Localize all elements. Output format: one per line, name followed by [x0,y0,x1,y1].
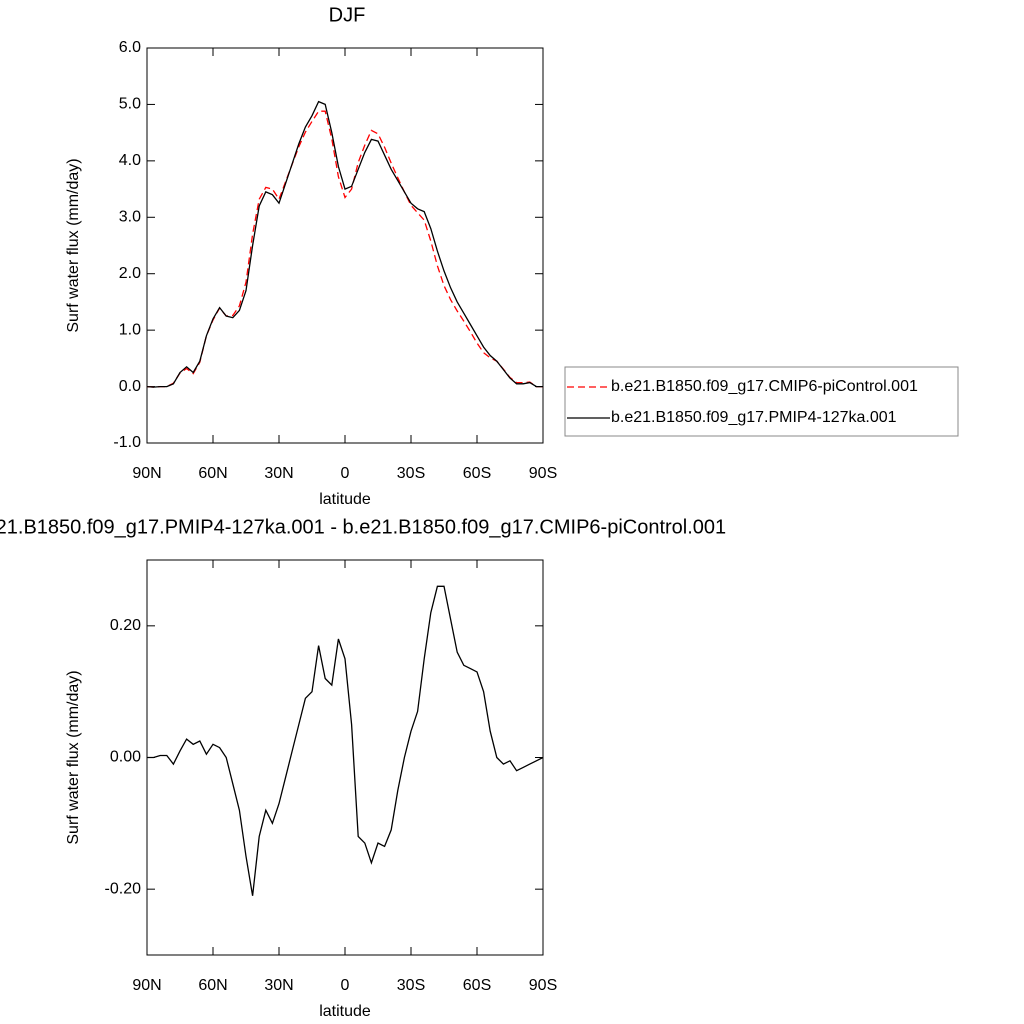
legend-box [564,366,959,437]
y-tick-label: 5.0 [119,96,141,113]
y-axis-label: Surf water flux (mm/day) [65,670,82,844]
y-tick-label: 0.20 [110,617,141,634]
y-axis-label: Surf water flux (mm/day) [65,158,82,332]
y-tick-label: 4.0 [119,152,141,169]
y-tick-label: -1.0 [113,434,141,451]
x-tick-label: 60S [463,977,491,994]
x-axis-label: latitude [319,1003,371,1020]
line [146,110,543,388]
y-tick-label: 3.0 [119,209,141,226]
y-tick-label: 1.0 [119,321,141,338]
y-tick-label: 0.00 [110,749,141,766]
chart-title: b.e21.B1850.f09_g17.PMIP4-127ka.001 - b.… [0,516,726,538]
x-tick-label: 30S [397,977,425,994]
x-tick-label: 30N [264,465,293,482]
x-tick-label: 0 [341,465,350,482]
legend-label: b.e21.B1850.f09_g17.CMIP6-piControl.001 [611,378,918,395]
y-tick-label: 2.0 [119,265,141,282]
x-axis-label: latitude [319,491,371,508]
x-tick-label: 90N [132,465,161,482]
legend-label: b.e21.B1850.f09_g17.PMIP4-127ka.001 [611,409,897,426]
plot-frame [146,47,544,444]
plot-frame [146,559,544,956]
x-tick-label: 90S [529,465,557,482]
x-tick-label: 60N [198,977,227,994]
x-tick-label: 90S [529,977,557,994]
x-tick-label: 30N [264,977,293,994]
y-tick-label: 0.0 [119,378,141,395]
x-tick-label: 30S [397,465,425,482]
line [147,585,544,896]
x-tick-label: 90N [132,977,161,994]
y-tick-label: 6.0 [119,39,141,56]
x-tick-label: 60S [463,465,491,482]
y-tick-label: -0.20 [105,880,142,897]
chart-title: DJF [329,4,366,26]
x-tick-label: 0 [341,977,350,994]
line [146,100,543,388]
x-tick-label: 60N [198,465,227,482]
